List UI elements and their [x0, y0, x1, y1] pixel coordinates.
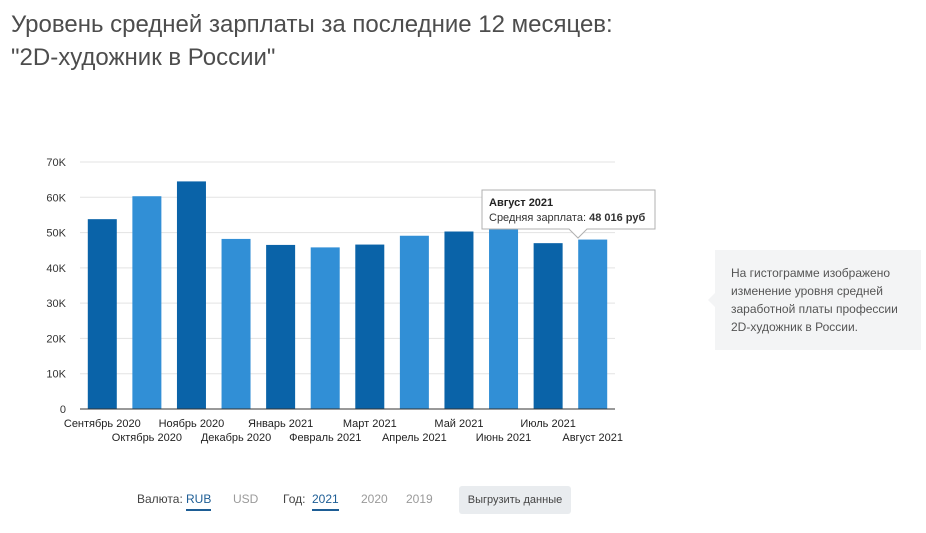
year-option-2021[interactable]: 2021: [312, 492, 339, 511]
chart-controls: Валюта: RUB USD Год: 2021 2020 2019 Выгр…: [0, 486, 926, 516]
currency-option-rub[interactable]: RUB: [186, 492, 212, 511]
info-text: На гистограмме изображено изменение уров…: [731, 266, 898, 334]
tooltip-box: [481, 189, 656, 239]
currency-option-usd[interactable]: USD: [233, 492, 259, 506]
bar[interactable]: [266, 244, 296, 409]
salary-bar-chart: 0 10K 20K 30K 40K 50K 60K 70K Сентябрь 2020 Октя…: [46, 157, 656, 444]
x-tick-label: Июнь 2021: [476, 432, 532, 444]
tooltip-title: Август 2021: [489, 197, 553, 209]
bar[interactable]: [176, 181, 206, 409]
bar[interactable]: [444, 231, 474, 409]
bar[interactable]: [221, 238, 251, 409]
y-tick-label: 10K: [46, 369, 66, 381]
tooltip-value: 48 016 руб: [589, 212, 645, 224]
chart-bars: [87, 181, 608, 409]
export-data-button[interactable]: Выгрузить данные: [459, 486, 571, 514]
x-tick-label: Апрель 2021: [382, 432, 447, 444]
currency-label: Валюта:: [137, 492, 183, 506]
title-line-2: "2D-художник в России": [11, 44, 276, 71]
year-label: Год:: [283, 492, 306, 506]
x-tick-label: Февраль 2021: [289, 432, 361, 444]
y-tick-label: 20K: [46, 333, 66, 345]
year-option-2020[interactable]: 2020: [361, 492, 388, 506]
x-tick-label: Август 2021: [562, 432, 623, 444]
bar[interactable]: [132, 196, 162, 409]
tooltip-label: Средняя зарплата:: [489, 212, 586, 224]
title-line-1: Уровень средней зарплаты за последние 12…: [11, 11, 613, 38]
x-tick-label: Март 2021: [343, 418, 397, 430]
y-tick-label: 70K: [46, 157, 66, 169]
y-tick-label: 50K: [46, 228, 66, 240]
bar[interactable]: [355, 244, 385, 409]
chart-tooltip: Август 2021 Средняя зарплата: 48 016 руб: [481, 189, 656, 239]
y-axis-labels: 0 10K 20K 30K 40K 50K 60K 70K: [46, 157, 66, 416]
x-tick-label: Декабрь 2020: [201, 432, 271, 444]
x-tick-label: Октябрь 2020: [112, 432, 182, 444]
bar[interactable]: [489, 229, 519, 409]
y-tick-label: 60K: [46, 192, 66, 204]
page-title: Уровень средней зарплаты за последние 12…: [11, 8, 771, 74]
x-tick-label: Июль 2021: [520, 418, 576, 430]
x-tick-label: Сентябрь 2020: [64, 418, 141, 430]
tooltip-line: Средняя зарплата: 48 016 руб: [489, 212, 645, 224]
info-box: На гистограмме изображено изменение уров…: [708, 250, 921, 350]
x-tick-label: Май 2021: [434, 418, 483, 430]
y-tick-label: 0: [60, 404, 66, 416]
bar[interactable]: [533, 243, 563, 409]
x-tick-label: Январь 2021: [248, 418, 313, 430]
bar[interactable]: [310, 247, 340, 409]
info-box-arrow: [708, 293, 715, 307]
y-tick-label: 30K: [46, 298, 66, 310]
bar[interactable]: [578, 239, 608, 409]
year-option-2019[interactable]: 2019: [406, 492, 433, 506]
x-axis-labels: Сентябрь 2020 Октябрь 2020 Ноябрь 2020 Дека…: [64, 418, 623, 444]
x-tick-label: Ноябрь 2020: [159, 418, 225, 430]
bar[interactable]: [399, 235, 429, 409]
y-tick-label: 40K: [46, 263, 66, 275]
bar[interactable]: [87, 219, 117, 409]
